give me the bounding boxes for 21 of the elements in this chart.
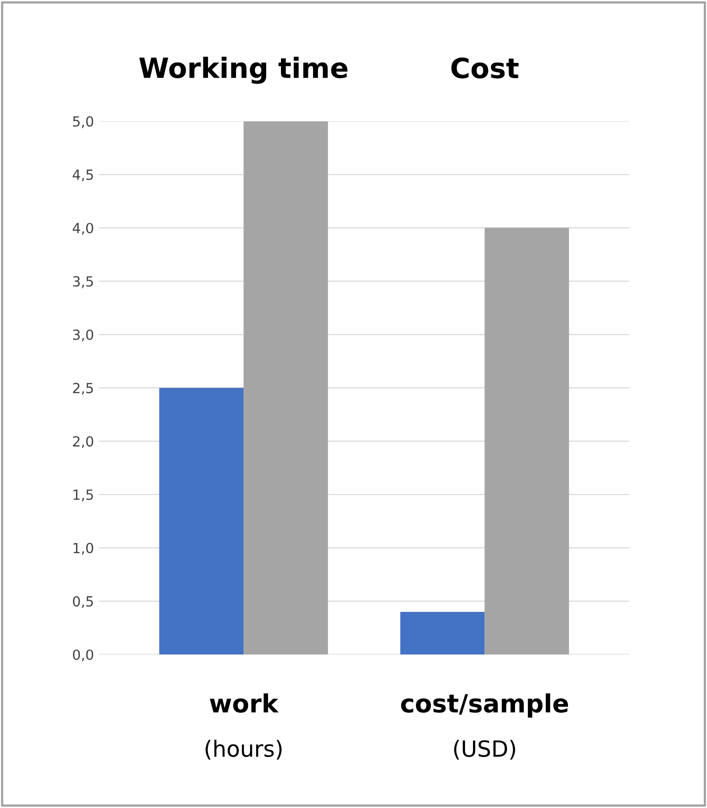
x-tick-label: cost/sample — [401, 693, 568, 718]
text: (USD) — [454, 740, 516, 760]
y-tick-label: 0,0 — [72, 649, 94, 662]
y-tick-label: 3,5 — [73, 276, 93, 288]
y-tick-label: 4,5 — [72, 170, 93, 182]
y-tick-label: 0,5 — [72, 596, 93, 608]
bar — [159, 388, 244, 654]
y-tick-label: 2,5 — [73, 382, 93, 395]
y-tick-label: 1,5 — [74, 490, 93, 502]
y-tick-label: 1,0 — [74, 542, 94, 555]
y-tick-label: 4,0 — [72, 222, 94, 235]
text: Cost — [451, 57, 519, 78]
bar — [244, 121, 328, 654]
text: (hours) — [206, 740, 282, 760]
text: Working time — [139, 56, 348, 84]
bar — [400, 612, 485, 654]
y-tick-label: 5,0 — [73, 116, 94, 128]
y-tick-label: 2,0 — [73, 436, 94, 448]
bar — [484, 228, 569, 654]
y-tick-label: 3,0 — [73, 329, 94, 342]
x-tick-label: work — [210, 693, 279, 713]
